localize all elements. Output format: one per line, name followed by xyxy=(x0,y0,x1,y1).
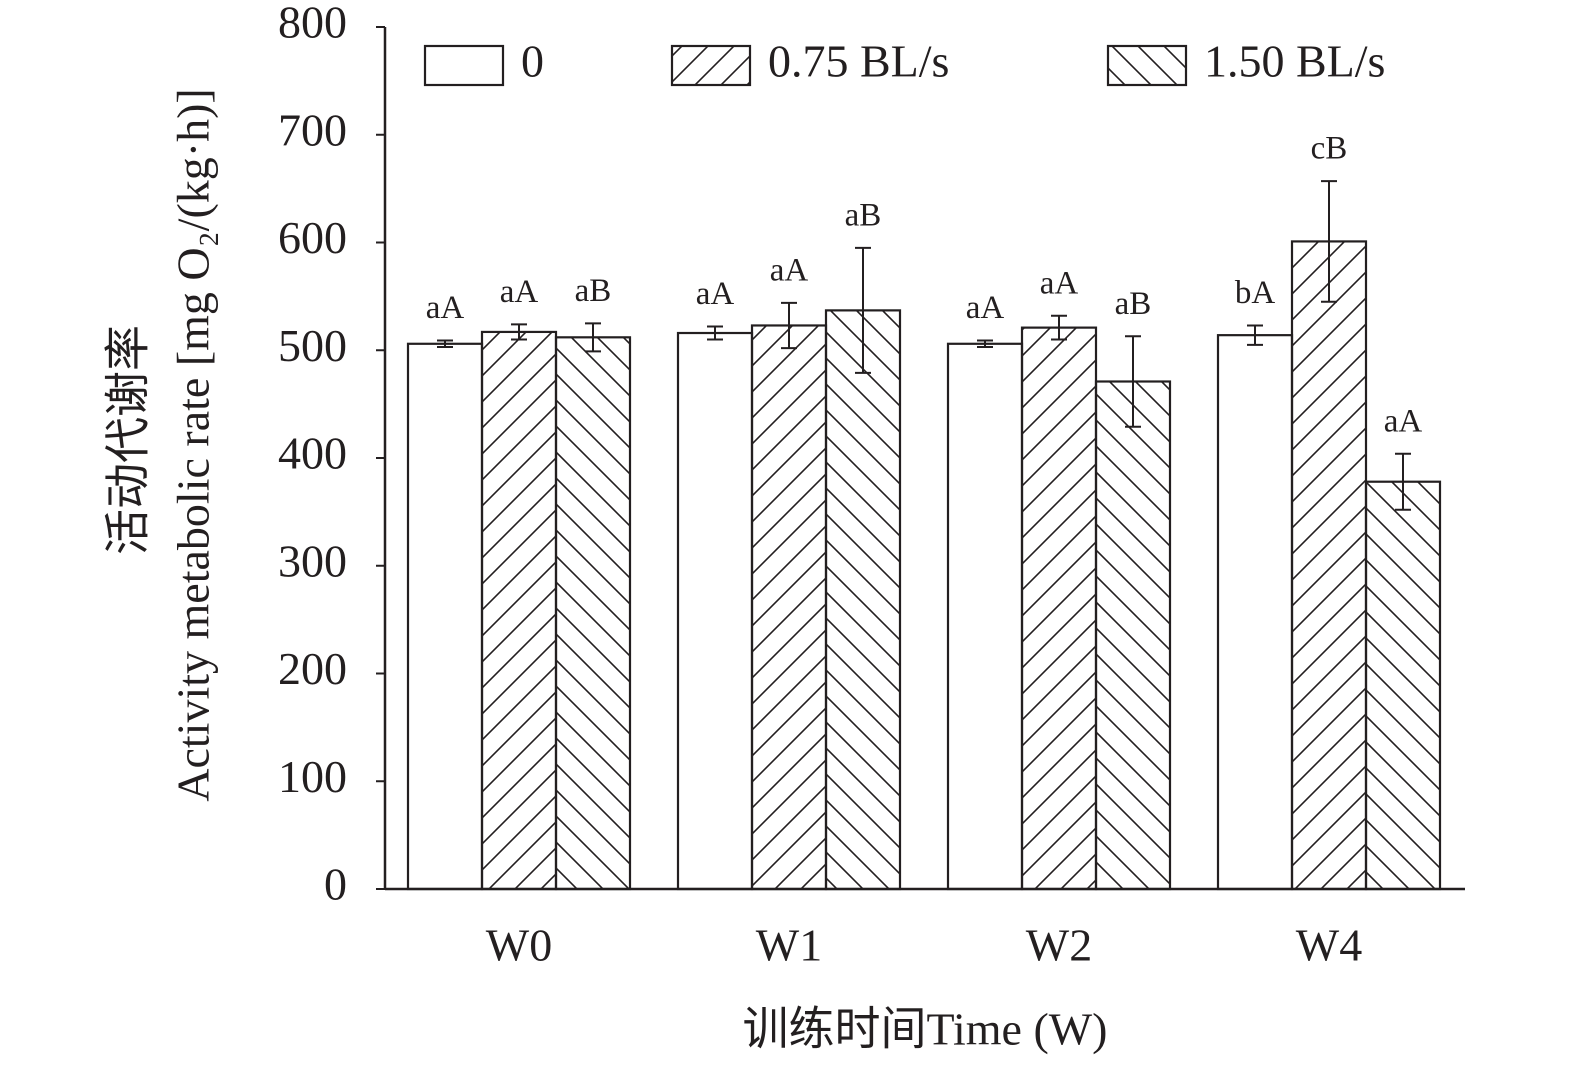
x-tick-label: W0 xyxy=(486,920,552,971)
y-tick-label: 100 xyxy=(278,751,347,802)
error-bar xyxy=(511,323,527,341)
legend-swatch xyxy=(670,44,752,87)
error-bar xyxy=(1051,314,1067,341)
y-tick-label: 800 xyxy=(278,0,347,48)
y-tick-label: 400 xyxy=(278,428,347,479)
significance-label: aA xyxy=(966,290,1005,326)
significance-label: aA xyxy=(426,290,465,326)
error-bar xyxy=(977,339,993,349)
x-tick-label: W2 xyxy=(1026,920,1092,971)
x-axis-title: 训练时间Time (W) xyxy=(742,1004,1107,1055)
error-bar xyxy=(855,246,871,374)
significance-label: aA xyxy=(1384,403,1423,439)
bar xyxy=(406,342,484,891)
legend-label: 1.50 BL/s xyxy=(1204,36,1385,87)
significance-label: aA xyxy=(696,276,735,312)
legend-label: 0 xyxy=(521,36,544,87)
bar xyxy=(676,331,754,891)
bar xyxy=(946,342,1024,891)
significance-label: cB xyxy=(1311,131,1348,167)
bar xyxy=(750,324,828,891)
y-axis-title-cn: 活动代谢率 xyxy=(103,325,154,555)
y-tick-label: 300 xyxy=(278,535,347,586)
x-tick-label: W1 xyxy=(756,920,822,971)
error-bar xyxy=(585,322,601,353)
significance-label: aA xyxy=(1040,265,1079,301)
y-tick-label: 200 xyxy=(278,643,347,694)
y-tick-label: 700 xyxy=(278,104,347,155)
error-bar xyxy=(1395,452,1411,511)
significance-label: bA xyxy=(1235,275,1276,311)
error-bar xyxy=(1247,324,1263,346)
significance-label: aB xyxy=(845,197,882,233)
y-axis-title: Activity metabolic rate [mg O₂/(kg·h)] xyxy=(168,88,219,801)
y-tick-label: 500 xyxy=(278,320,347,371)
error-bar xyxy=(781,301,797,350)
bar xyxy=(1290,240,1368,891)
significance-label: aA xyxy=(770,252,809,288)
legend-swatch xyxy=(1106,44,1188,87)
bar xyxy=(1020,326,1098,891)
x-tick-label: W4 xyxy=(1296,920,1362,971)
legend-swatch xyxy=(423,44,505,87)
significance-label: aB xyxy=(575,273,612,309)
y-tick-label: 600 xyxy=(278,212,347,263)
error-bar xyxy=(437,339,453,349)
bar xyxy=(1216,334,1294,891)
bar xyxy=(554,336,632,891)
legend-label: 0.75 BL/s xyxy=(768,36,949,87)
significance-label: aA xyxy=(500,274,539,310)
bar xyxy=(824,309,902,891)
bar xyxy=(480,330,558,891)
y-tick-label: 0 xyxy=(324,859,347,910)
error-bar xyxy=(1125,335,1141,428)
significance-label: aB xyxy=(1115,286,1152,322)
bar xyxy=(1094,380,1172,891)
error-bar xyxy=(707,325,723,341)
bar xyxy=(1364,480,1442,891)
error-bar xyxy=(1321,180,1337,303)
